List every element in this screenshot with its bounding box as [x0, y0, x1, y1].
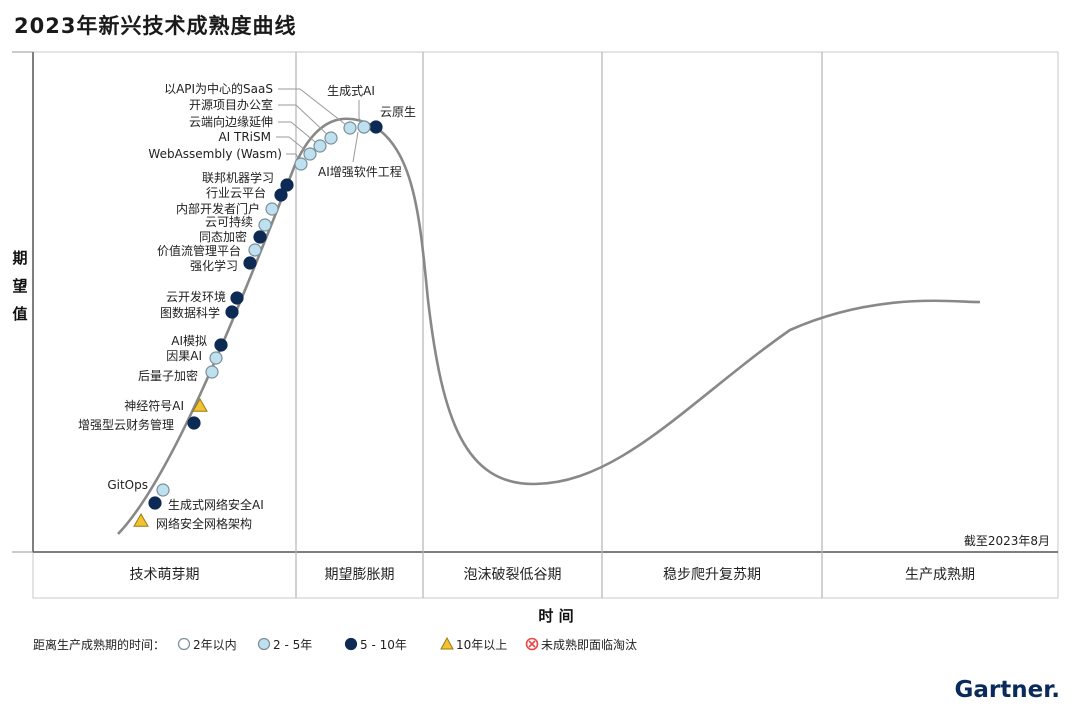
legend-title: 距离生产成熟期的时间：: [33, 637, 165, 652]
legend-marker: [177, 637, 191, 651]
point-label: 云端向边缘延伸: [189, 114, 273, 129]
legend-label: 未成熟即面临淘汰: [541, 637, 637, 652]
point-label: 图数据科学: [160, 305, 220, 320]
phase-label: 生产成熟期: [905, 567, 975, 583]
y-axis-title-char: 望: [12, 277, 27, 295]
point-label: 增强型云财务管理: [78, 417, 174, 432]
leader-line: [278, 121, 321, 147]
phase-label: 技术萌芽期: [130, 567, 200, 583]
point-circle: [148, 496, 162, 510]
point-label: 网络安全网格架构: [156, 516, 252, 531]
leader-line: [276, 136, 311, 155]
point-label: 以API为中心的SaaS: [164, 81, 273, 96]
point-label: 神经符号AI: [124, 398, 184, 413]
legend-label: 2 - 5年: [273, 638, 312, 652]
point-label: 内部开发者门户: [176, 201, 260, 216]
point-label: GitOps: [107, 478, 148, 492]
phase-label: 泡沫破裂低谷期: [464, 567, 562, 583]
point-label: 联邦机器学习: [202, 170, 274, 185]
point-circle: [214, 338, 228, 352]
point-label: 同态加密: [199, 229, 247, 244]
point-circle: [253, 230, 267, 244]
point-triangle: [133, 512, 149, 527]
point-label: AI增强软件工程: [318, 164, 402, 179]
date-note: 截至2023年8月: [964, 534, 1050, 548]
point-circle: [280, 178, 294, 192]
point-circle: [205, 365, 219, 379]
point-circle: [258, 218, 272, 232]
point-label: 后量子加密: [138, 368, 198, 383]
point-circle: [343, 121, 357, 135]
point-circle: [324, 131, 338, 145]
point-circle: [243, 256, 257, 270]
page-title: 2023年新兴技术成熟度曲线: [14, 14, 297, 38]
point-label: 云原生: [380, 105, 416, 119]
point-label: 生成式AI: [327, 84, 375, 98]
legend-marker: [344, 637, 358, 651]
phase-label: 期望膨胀期: [325, 566, 395, 583]
point-circle: [248, 243, 262, 257]
x-axis-title: 时 间: [538, 607, 573, 625]
y-axis-title-char: 期: [12, 249, 27, 267]
point-label: WebAssembly (Wasm): [148, 147, 282, 161]
point-circle: [265, 202, 279, 216]
point-label: 因果AI: [166, 349, 202, 363]
point-circle: [369, 120, 383, 134]
leader-line: [278, 88, 351, 129]
legend-label: 5 - 10年: [360, 638, 407, 652]
point-label: 云可持续: [205, 214, 253, 229]
legend-marker: [257, 637, 271, 651]
point-label: 价值流管理平台: [157, 243, 241, 258]
leader-line: [352, 131, 359, 163]
leader-line: [278, 104, 332, 139]
legend-label: 10年以上: [456, 638, 507, 652]
point-circle: [225, 305, 239, 319]
point-circle: [294, 157, 308, 171]
point-label: 强化学习: [190, 258, 238, 273]
legend-marker: [440, 636, 454, 650]
point-label: AI模拟: [171, 334, 207, 348]
point-triangle: [192, 397, 208, 412]
legend-label: 2年以内: [193, 638, 237, 652]
point-label: 行业云平台: [206, 185, 266, 200]
point-circle: [230, 291, 244, 305]
point-label: 云开发环境: [166, 289, 226, 304]
phase-label: 稳步爬升复苏期: [663, 566, 761, 583]
point-label: 生成式网络安全AI: [168, 497, 264, 512]
point-circle: [209, 351, 223, 365]
point-label: AI TRiSM: [218, 130, 271, 144]
point-circle: [274, 188, 288, 202]
point-circle: [313, 139, 327, 153]
point-circle: [303, 147, 317, 161]
point-label: 开源项目办公室: [189, 97, 273, 112]
y-axis-title-char: 值: [12, 305, 27, 323]
legend-marker-cross: [528, 640, 536, 648]
point-circle: [187, 416, 201, 430]
point-circle: [357, 120, 371, 134]
point-circle: [156, 483, 170, 497]
gartner-logo: Gartner.: [954, 677, 1060, 703]
